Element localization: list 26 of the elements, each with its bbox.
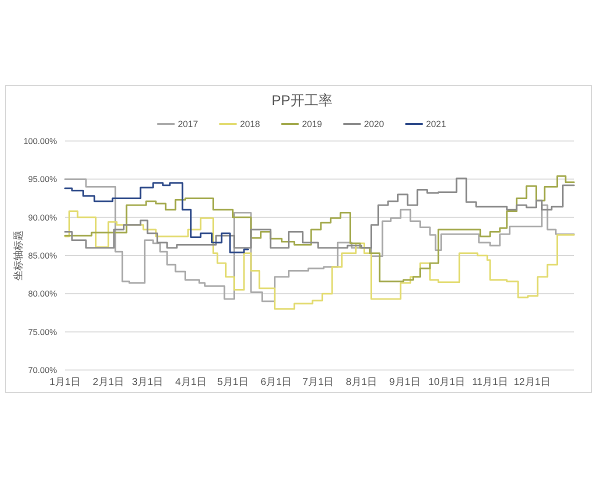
y-axis-title: 坐标轴标题 [12, 230, 24, 280]
y-tick-label: 80.00% [28, 288, 58, 299]
y-tick-label: 70.00% [28, 364, 58, 375]
x-tick-label: 4月1日 [175, 377, 206, 388]
x-tick-label: 12月1日 [514, 377, 550, 388]
x-tick-label: 11月1日 [472, 377, 508, 388]
y-tick-label: 100.00% [23, 136, 58, 146]
x-tick-label: 6月1日 [260, 377, 292, 388]
x-tick-label: 8月1日 [346, 377, 378, 388]
legend-label: 2018 [240, 119, 260, 130]
chart-title: PP开工率 [272, 92, 332, 108]
x-tick-label: 7月1日 [302, 377, 334, 388]
legend-label: 2017 [178, 119, 198, 130]
legend-label: 2019 [302, 119, 322, 130]
legend-label: 2020 [364, 119, 384, 130]
legend-label: 2021 [426, 119, 446, 130]
y-tick-label: 85.00% [28, 250, 58, 260]
x-tick-label: 3月1日 [132, 377, 164, 388]
y-tick-label: 95.00% [28, 174, 58, 184]
x-tick-label: 2月1日 [92, 377, 124, 388]
x-tick-label: 10月1日 [428, 377, 466, 388]
x-tick-label: 9月1日 [389, 377, 420, 388]
x-tick-label: 1月1日 [49, 377, 81, 388]
y-tick-label: 75.00% [28, 326, 58, 337]
x-tick-label: 5月1日 [217, 377, 248, 388]
y-tick-label: 90.00% [28, 212, 58, 222]
